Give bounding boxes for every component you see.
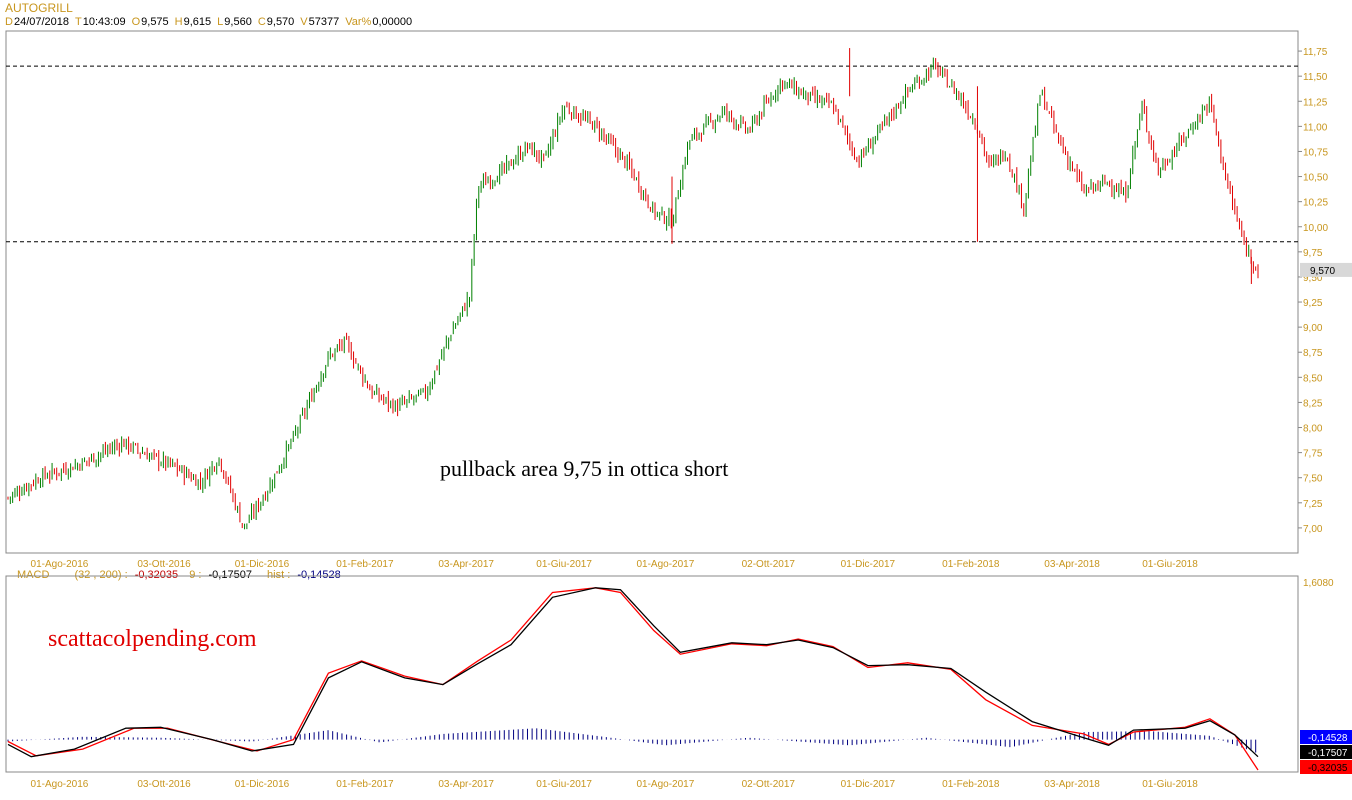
instrument-title: AUTOGRILL <box>5 1 73 15</box>
last-price-box <box>1300 262 1352 277</box>
signal-value: -0,17507 <box>208 569 252 581</box>
macd-panel-frame <box>5 575 1299 773</box>
ohlc-value: 10:43:09 <box>82 16 126 28</box>
ohlc-key: T <box>75 16 82 28</box>
x-tick-label: 01-Giu-2017 <box>536 559 592 570</box>
ohlc-key: D <box>5 16 13 28</box>
y-tick-label: 7,75 <box>1303 449 1323 460</box>
ohlc-key: V <box>300 16 308 28</box>
ohlc-value: 9,560 <box>224 16 252 28</box>
y-tick-label: 9,25 <box>1303 298 1323 309</box>
hist-value: -0,14528 <box>297 569 341 581</box>
macd-value-label: -0,14528 <box>1308 733 1348 744</box>
y-tick-label: 8,25 <box>1303 398 1323 409</box>
macd-x-tick-label: 01-Giu-2017 <box>536 779 592 790</box>
x-tick-label: 03-Apr-2018 <box>1044 559 1100 570</box>
y-tick-label: 8,50 <box>1303 373 1323 384</box>
macd-x-tick-label: 01-Ago-2016 <box>31 779 89 790</box>
ohlc-key: O <box>131 16 141 28</box>
x-tick-label: 01-Giu-2018 <box>1142 559 1198 570</box>
macd-value-label: -0,17507 <box>1308 748 1348 759</box>
macd-max-label: 1,6080 <box>1303 578 1334 589</box>
x-tick-label: 01-Ago-2017 <box>636 559 694 570</box>
macd-header: MACD (32 , 200) : -0,32035 9 : -0,17507 … <box>17 569 341 581</box>
y-tick-label: 7,00 <box>1303 524 1323 535</box>
ohlc-value: 24/07/2018 <box>13 16 70 28</box>
y-tick-label: 9,00 <box>1303 323 1323 334</box>
y-tick-label: 7,25 <box>1303 499 1323 510</box>
macd-x-tick-label: 03-Apr-2018 <box>1044 779 1100 790</box>
macd-x-tick-label: 01-Dic-2016 <box>235 779 290 790</box>
macd-value-box <box>1300 730 1352 744</box>
macd-label: MACD <box>17 569 50 581</box>
macd-x-tick-label: 02-Ott-2017 <box>742 779 796 790</box>
ohlc-value: 0,00000 <box>372 16 413 28</box>
y-tick-label: 11,25 <box>1303 97 1328 108</box>
macd-x-tick-label: 01-Dic-2017 <box>841 779 896 790</box>
ohlc-key: H <box>174 16 183 28</box>
ohlc-readout: D24/07/2018 T10:43:09 O9,575 H9,615 L9,560 C9… <box>5 16 418 28</box>
x-tick-label: 03-Ott-2016 <box>137 559 191 570</box>
x-tick-label: 01-Feb-2017 <box>336 559 394 570</box>
y-tick-label: 9,50 <box>1303 273 1323 284</box>
x-tick-label: 03-Apr-2017 <box>438 559 494 570</box>
y-tick-label: 9,75 <box>1303 248 1323 259</box>
x-tick-label: 01-Dic-2016 <box>235 559 290 570</box>
macd-value-box <box>1300 760 1352 774</box>
ohlc-value: 9,570 <box>266 16 295 28</box>
y-tick-label: 10,25 <box>1303 198 1328 209</box>
macd-x-tick-label: 03-Apr-2017 <box>438 779 494 790</box>
ohlc-value: 9,615 <box>183 16 212 28</box>
y-tick-label: 8,75 <box>1303 348 1323 359</box>
macd-signal-line <box>7 587 1259 771</box>
y-tick-label: 10,00 <box>1303 223 1328 234</box>
chart-annotation: pullback area 9,75 in ottica short <box>440 456 728 481</box>
macd-value: -0,32035 <box>134 569 179 581</box>
watermark-text: scattacolpending.com <box>48 626 257 652</box>
ohlc-key: L <box>217 16 224 28</box>
macd-line <box>7 587 1259 758</box>
macd-x-tick-label: 01-Ago-2017 <box>636 779 694 790</box>
macd-x-tick-label: 01-Feb-2017 <box>336 779 394 790</box>
macd-params: (32 , 200) <box>74 569 122 581</box>
ohlc-value: 9,575 <box>141 16 169 28</box>
macd-value-label: -0,32035 <box>1308 763 1348 774</box>
y-tick-label: 10,75 <box>1303 147 1328 158</box>
x-tick-label: 01-Ago-2016 <box>31 559 89 570</box>
last-price-label: 9,570 <box>1310 266 1335 277</box>
ohlc-key: C <box>257 16 266 28</box>
macd-x-tick-label: 01-Feb-2018 <box>942 779 1000 790</box>
hist-label: hist <box>267 569 285 581</box>
x-tick-label: 01-Feb-2018 <box>942 559 1000 570</box>
y-tick-label: 8,00 <box>1303 424 1323 435</box>
y-tick-label: 11,50 <box>1303 72 1328 83</box>
macd-x-tick-label: 01-Giu-2018 <box>1142 779 1198 790</box>
x-tick-label: 02-Ott-2017 <box>742 559 796 570</box>
ohlc-value: 57377 <box>308 16 340 28</box>
ohlc-key: Var% <box>345 16 372 28</box>
y-tick-label: 10,50 <box>1303 173 1328 184</box>
macd-x-tick-label: 03-Ott-2016 <box>137 779 191 790</box>
y-tick-label: 11,00 <box>1303 122 1328 133</box>
price-panel-frame <box>5 30 1299 554</box>
x-tick-label: 01-Dic-2017 <box>841 559 896 570</box>
y-tick-label: 7,50 <box>1303 474 1323 485</box>
macd-value-box <box>1300 745 1352 759</box>
signal-period: 9 <box>189 569 196 581</box>
y-tick-label: 11,75 <box>1303 47 1328 58</box>
